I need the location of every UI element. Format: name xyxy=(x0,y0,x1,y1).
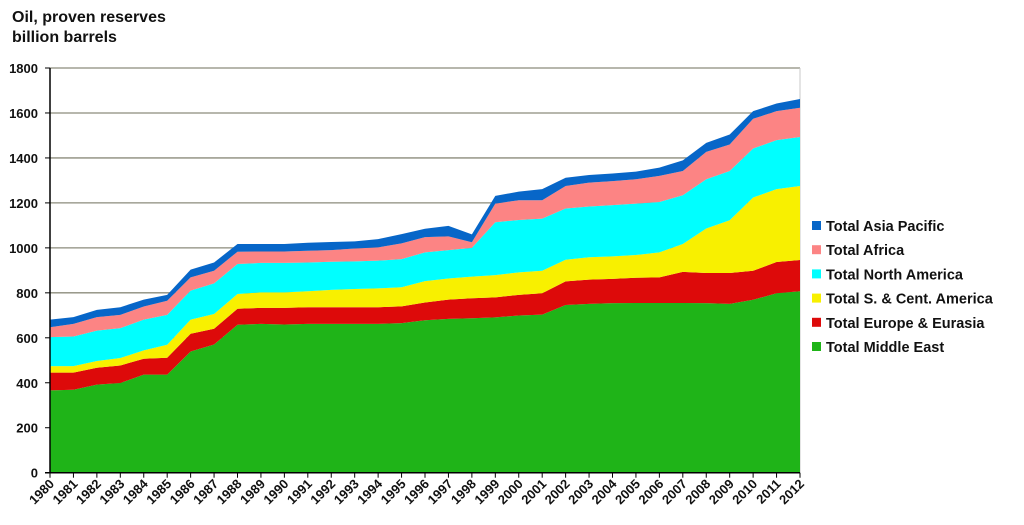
chart-title-text: Oil, proven reserves xyxy=(12,9,166,26)
x-tick-label: 1982 xyxy=(73,476,104,507)
x-tick-label: 1994 xyxy=(354,476,386,508)
x-tick-label: 1995 xyxy=(378,476,409,507)
legend-swatch xyxy=(812,269,821,279)
legend-swatch xyxy=(812,342,821,351)
y-tick-label: 1800 xyxy=(9,61,38,76)
x-tick-label: 1987 xyxy=(190,476,221,507)
y-tick-label: 1600 xyxy=(9,106,38,121)
legend-label: Total Asia Pacific xyxy=(826,219,944,235)
y-tick-label: 200 xyxy=(16,421,38,436)
x-tick-label: 2006 xyxy=(635,476,666,507)
chart-title: Oil, proven reserves billion barrels xyxy=(12,8,166,48)
area-total-africa xyxy=(50,107,800,338)
x-tick-label: 2001 xyxy=(518,476,549,507)
x-tick-label: 1985 xyxy=(143,476,174,507)
x-tick-label: 2009 xyxy=(706,476,737,507)
x-tick-label: 1996 xyxy=(401,476,432,507)
y-tick-label: 1400 xyxy=(9,151,38,166)
x-tick-label: 2005 xyxy=(612,476,643,507)
x-tick-label: 1986 xyxy=(167,476,198,507)
legend-swatch xyxy=(812,245,821,255)
x-tick-label: 2008 xyxy=(682,476,713,507)
x-tick-label: 2000 xyxy=(495,476,526,507)
x-tick-label: 1980 xyxy=(26,476,57,507)
x-tick-label: 2012 xyxy=(776,476,807,507)
legend-swatch xyxy=(812,293,821,303)
legend-label: Total Middle East xyxy=(826,340,944,356)
area-total-middle-east xyxy=(50,291,800,473)
x-tick-label: 1988 xyxy=(214,476,245,507)
x-tick-label: 1981 xyxy=(50,476,81,507)
x-tick-label: 1983 xyxy=(96,476,127,507)
legend-swatch xyxy=(812,317,821,327)
x-tick-label: 1993 xyxy=(331,476,362,507)
x-tick-label: 2007 xyxy=(659,476,690,507)
x-tick-label: 1992 xyxy=(307,476,338,507)
legend-swatch xyxy=(812,221,821,230)
x-tick-label: 2002 xyxy=(542,476,573,507)
x-tick-label: 1989 xyxy=(237,476,268,507)
y-tick-label: 1000 xyxy=(9,241,38,256)
legend-label: Total North America xyxy=(826,267,964,283)
x-tick-label: 1990 xyxy=(260,476,291,507)
x-tick-label: 1991 xyxy=(284,476,315,507)
legend-label: Total S. & Cent. America xyxy=(826,292,994,308)
area-total-north-america xyxy=(50,137,800,367)
y-tick-label: 1200 xyxy=(9,196,38,211)
x-tick-label: 1999 xyxy=(471,476,502,507)
y-tick-label: 600 xyxy=(16,331,38,346)
x-tick-label: 2003 xyxy=(565,476,596,507)
x-tick-label: 1997 xyxy=(425,476,456,507)
legend-label: Total Europe & Eurasia xyxy=(826,316,985,332)
x-tick-label: 2011 xyxy=(753,476,784,507)
y-tick-label: 0 xyxy=(31,466,38,481)
chart-subtitle: billion barrels xyxy=(12,29,117,46)
y-tick-label: 800 xyxy=(16,286,38,301)
x-tick-label: 2004 xyxy=(589,476,621,508)
x-tick-label: 2010 xyxy=(729,476,760,507)
x-tick-label: 1984 xyxy=(120,476,152,508)
x-tick-label: 1998 xyxy=(448,476,479,507)
legend-label: Total Africa xyxy=(826,243,905,259)
y-tick-label: 400 xyxy=(16,376,38,391)
area-total-europe-eurasia xyxy=(50,260,800,391)
